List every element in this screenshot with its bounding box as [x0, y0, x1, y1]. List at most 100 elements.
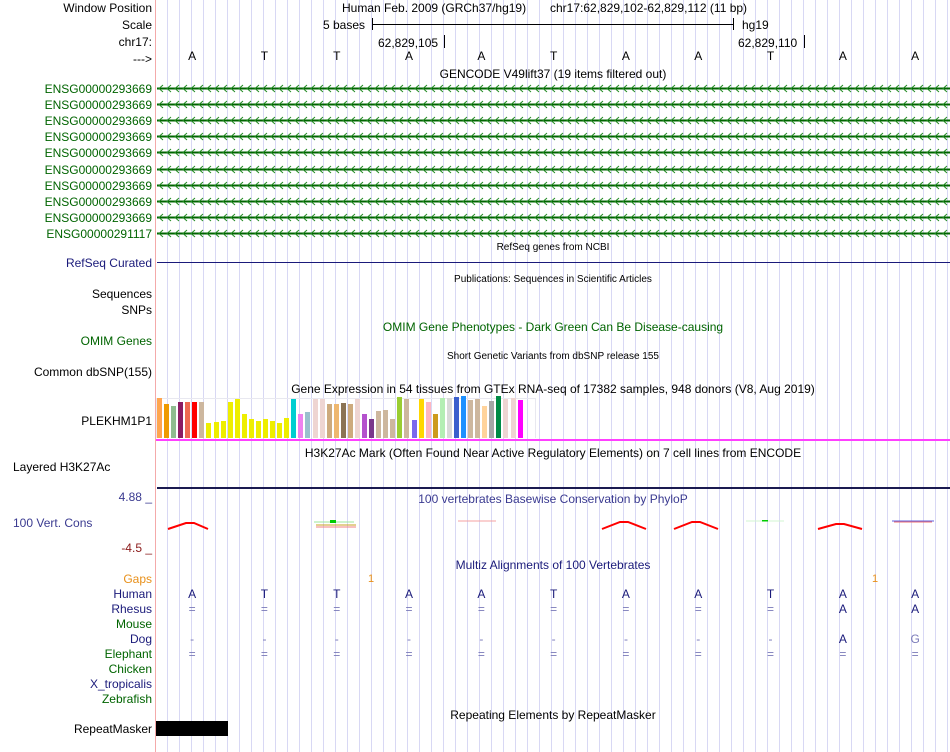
gridline: [815, 0, 816, 752]
gtex-tissue-bar[interactable]: [157, 398, 162, 438]
gencode-item-label[interactable]: ENSG00000293669: [44, 82, 152, 96]
gtex-tissue-bar[interactable]: [291, 399, 297, 438]
omim-label[interactable]: OMIM Genes: [80, 334, 152, 348]
gtex-tissue-bar[interactable]: [284, 418, 290, 438]
species-label[interactable]: Dog: [129, 632, 152, 646]
gtex-tissue-bar[interactable]: [164, 404, 170, 438]
alignment-base: A: [838, 587, 847, 601]
species-label[interactable]: Elephant: [104, 647, 152, 661]
gtex-tissue-bar[interactable]: [411, 420, 417, 438]
gtex-tissue-bar[interactable]: [185, 402, 191, 438]
gtex-tissue-bar[interactable]: [404, 399, 410, 438]
repeatmasker-label[interactable]: RepeatMasker: [73, 722, 152, 736]
gtex-tissue-bar[interactable]: [326, 404, 332, 438]
gencode-gene-model[interactable]: [157, 181, 950, 190]
gencode-gene-model[interactable]: [157, 132, 950, 141]
species-label[interactable]: Mouse: [115, 617, 152, 631]
publications-label-sequences[interactable]: Sequences: [91, 287, 152, 301]
gtex-tissue-bar[interactable]: [369, 419, 375, 438]
gencode-item-label[interactable]: ENSG00000293669: [44, 114, 152, 129]
gencode-item-label[interactable]: ENSG00000293669: [44, 210, 152, 225]
gtex-tissue-bar[interactable]: [354, 399, 360, 438]
gencode-item-label[interactable]: ENSG00000293669: [44, 130, 152, 145]
repeat-element[interactable]: [156, 721, 228, 736]
publications-label-snps[interactable]: SNPs: [121, 303, 152, 317]
gtex-tissue-bar[interactable]: [418, 399, 424, 438]
gencode-gene-model[interactable]: [157, 229, 950, 238]
gencode-item-label[interactable]: ENSG00000293669: [44, 98, 152, 113]
gtex-tissue-bar[interactable]: [503, 399, 509, 438]
gencode-item-label[interactable]: ENSG00000291117: [46, 226, 152, 241]
gtex-tissue-bar[interactable]: [178, 402, 184, 438]
gtex-tissue-bar[interactable]: [482, 406, 488, 438]
refseq-gene-line[interactable]: [157, 262, 950, 263]
h3k27ac-label[interactable]: Layered H3K27Ac: [13, 460, 111, 474]
gencode-gene-model[interactable]: [157, 116, 950, 125]
species-label[interactable]: Chicken: [108, 662, 152, 676]
gtex-tissue-bar[interactable]: [489, 401, 495, 438]
gtex-tissue-bar[interactable]: [220, 421, 226, 438]
gencode-gene-model[interactable]: [157, 148, 950, 157]
gtex-tissue-bar[interactable]: [298, 414, 304, 438]
gtex-tissue-bar[interactable]: [241, 414, 247, 438]
species-label[interactable]: Zebrafish: [101, 692, 152, 706]
gaps-label[interactable]: Gaps: [123, 572, 152, 586]
gtex-tissue-bar[interactable]: [312, 399, 318, 438]
gtex-tissue-bar[interactable]: [255, 421, 261, 438]
dbsnp-label[interactable]: Common dbSNP(155): [33, 365, 152, 379]
gtex-tissue-bar[interactable]: [340, 403, 346, 438]
gtex-tissue-bar[interactable]: [496, 396, 502, 438]
gtex-tissue-bar[interactable]: [510, 398, 516, 438]
gtex-tissue-bar[interactable]: [213, 422, 219, 438]
gencode-item-label[interactable]: ENSG00000293669: [44, 146, 152, 161]
gencode-gene-model[interactable]: [157, 100, 950, 109]
gencode-item-label[interactable]: ENSG00000293669: [44, 162, 152, 177]
gtex-tissue-bar[interactable]: [270, 421, 276, 438]
gtex-tissue-bar[interactable]: [425, 402, 431, 438]
gtex-tissue-bar[interactable]: [439, 398, 445, 438]
gtex-tissue-bar[interactable]: [305, 412, 311, 438]
phylop-label[interactable]: 100 Vert. Cons: [13, 516, 93, 530]
gtex-label[interactable]: PLEKHM1P1: [81, 414, 152, 428]
refseq-label[interactable]: RefSeq Curated: [65, 256, 152, 270]
gtex-tissue-bar[interactable]: [453, 397, 459, 438]
gtex-tissue-bar[interactable]: [277, 423, 283, 438]
gtex-tissue-bar[interactable]: [475, 399, 481, 438]
gencode-gene-model[interactable]: [157, 165, 950, 174]
gtex-tissue-bar[interactable]: [383, 410, 389, 438]
gridline: [323, 0, 324, 752]
gtex-tissue-bar[interactable]: [333, 404, 339, 438]
gencode-item-label[interactable]: ENSG00000293669: [44, 178, 152, 193]
gencode-item-label[interactable]: ENSG00000293669: [44, 194, 152, 209]
gencode-gene-model[interactable]: [157, 213, 950, 222]
gencode-gene-model[interactable]: [157, 197, 950, 206]
gtex-tissue-bar[interactable]: [397, 397, 403, 438]
gtex-tissue-bar[interactable]: [227, 402, 233, 438]
gtex-tissue-bar[interactable]: [376, 411, 382, 438]
gtex-tissue-bar[interactable]: [171, 406, 177, 438]
alignment-base: =: [550, 647, 558, 661]
species-label[interactable]: Human: [113, 587, 152, 601]
gtex-tissue-bar[interactable]: [319, 399, 325, 438]
gtex-tissue-bar[interactable]: [362, 414, 368, 438]
gtex-tissue-bar[interactable]: [234, 399, 240, 438]
gtex-tissue-bar[interactable]: [517, 400, 523, 438]
gtex-tissue-bar[interactable]: [192, 402, 198, 438]
phylop-signal[interactable]: [156, 515, 950, 540]
gtex-tissue-bar[interactable]: [432, 414, 438, 438]
gtex-tissue-bar[interactable]: [206, 423, 212, 438]
gtex-tissue-bar[interactable]: [199, 402, 205, 438]
species-label[interactable]: X_tropicalis: [89, 677, 152, 691]
gtex-tissue-bar[interactable]: [468, 400, 474, 438]
species-label[interactable]: Rhesus: [111, 602, 152, 616]
gtex-tissue-bar[interactable]: [446, 398, 452, 438]
gridline: [539, 0, 540, 752]
gtex-tissue-bar[interactable]: [390, 419, 396, 438]
position-readout[interactable]: chr17:62,829,102-62,829,112 (11 bp): [550, 1, 748, 15]
alignment-base: A: [838, 602, 847, 616]
gtex-tissue-bar[interactable]: [461, 396, 466, 438]
gencode-gene-model[interactable]: [157, 84, 950, 93]
gtex-tissue-bar[interactable]: [263, 419, 269, 438]
gtex-tissue-bar[interactable]: [347, 404, 353, 438]
gtex-tissue-bar[interactable]: [248, 419, 254, 438]
